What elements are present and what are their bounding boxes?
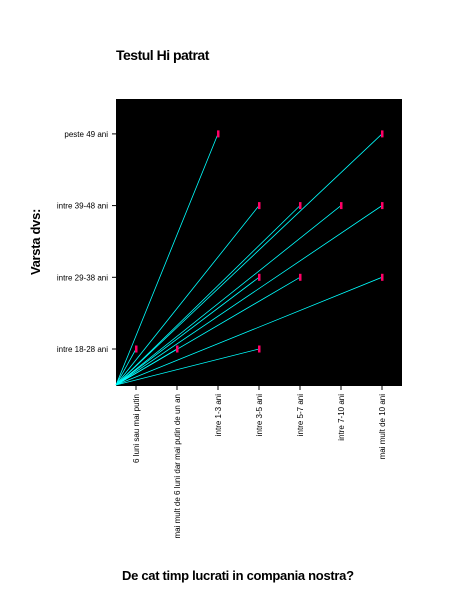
- series-line: [115, 276, 383, 386]
- y-tick-label: intre 29-38 ani: [57, 273, 108, 282]
- series-line: [115, 133, 219, 386]
- x-axis-title: De cat timp lucrati in compania nostra?: [122, 568, 354, 583]
- series-line: [115, 205, 260, 386]
- series-line: [115, 348, 260, 386]
- series-line: [115, 205, 383, 386]
- series-lines: [115, 133, 383, 386]
- series-line: [115, 276, 301, 386]
- data-point: [381, 202, 384, 210]
- y-axis: intre 18-28 ani intre 29-38 ani intre 39-4…: [57, 130, 116, 354]
- chart-title: Testul Hi patrat: [116, 47, 210, 63]
- y-tick-label: intre 39-48 ani: [57, 202, 108, 211]
- data-point: [299, 273, 302, 281]
- series-line: [115, 205, 301, 386]
- series-line: [115, 276, 260, 386]
- data-point: [135, 345, 138, 353]
- x-tick-label: intre 5-7 ani: [296, 394, 305, 436]
- x-tick-label: intre 1-3 ani: [214, 394, 223, 436]
- data-point: [258, 345, 261, 353]
- x-tick-label: mai mult de 10 ani: [378, 394, 387, 460]
- series-line: [115, 205, 342, 386]
- x-tick-label: 6 luni sau mai putin: [132, 394, 141, 463]
- data-markers: [135, 130, 384, 353]
- x-tick-label: intre 7-10 ani: [337, 394, 346, 441]
- data-point: [258, 273, 261, 281]
- series-line: [115, 348, 137, 386]
- data-point: [381, 130, 384, 138]
- y-tick-label: intre 18-28 ani: [57, 345, 108, 354]
- x-tick-label: intre 3-5 ani: [255, 394, 264, 436]
- data-point: [299, 202, 302, 210]
- series-line: [115, 133, 383, 386]
- data-point: [217, 130, 220, 138]
- y-axis-title: Varsta dvs:: [28, 209, 43, 275]
- data-point: [381, 273, 384, 281]
- y-tick-label: peste 49 ani: [64, 130, 108, 139]
- data-point: [176, 345, 179, 353]
- x-axis: 6 luni sau mai putin mai mult de 6 luni d…: [132, 386, 387, 539]
- x-tick-label: mai mult de 6 luni dar mai putin de un a…: [173, 394, 182, 539]
- data-point: [258, 202, 261, 210]
- data-point: [340, 202, 343, 210]
